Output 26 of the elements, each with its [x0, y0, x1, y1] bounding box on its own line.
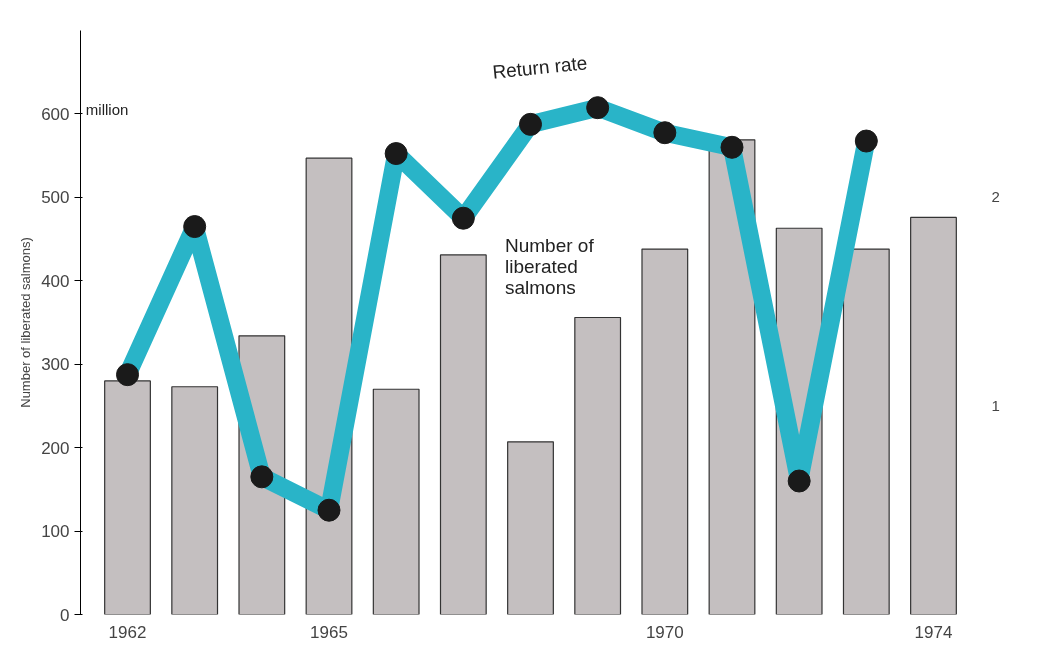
- x-tick-label: 1970: [645, 622, 684, 642]
- y-tick-label: 600: [41, 104, 70, 124]
- bar: [641, 248, 689, 615]
- bar: [507, 441, 554, 615]
- y-tick-label: 0: [60, 605, 70, 625]
- bar: [842, 248, 890, 615]
- bar: [439, 254, 487, 615]
- x-tick-label: 1965: [310, 622, 348, 642]
- y-tick-label: 300: [41, 355, 70, 375]
- y-tick-label: 400: [41, 271, 70, 291]
- y-tick-label: 100: [41, 522, 70, 542]
- bar: [574, 316, 622, 615]
- y-axis-title: Number of liberated salmons): [18, 237, 34, 408]
- x-tick-label: 1962: [108, 622, 147, 642]
- y-tick-label: 200: [41, 438, 70, 458]
- x-tick-label: 1974: [914, 622, 953, 642]
- annotation: Number of liberated salmons: [504, 234, 595, 298]
- bar: [104, 380, 151, 615]
- y2-tick-label: 2: [991, 188, 1000, 206]
- y2-tick-label: 1: [991, 396, 1000, 414]
- bar: [910, 216, 957, 615]
- bar: [171, 386, 219, 615]
- bar: [372, 388, 420, 615]
- annotation: Return rate: [491, 52, 589, 83]
- y-tick-label: 500: [41, 188, 70, 208]
- annotation: million: [85, 101, 129, 119]
